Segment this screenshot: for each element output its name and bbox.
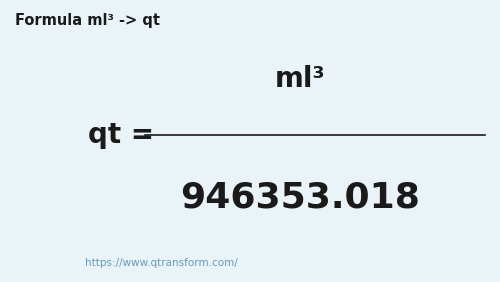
Text: 946353.018: 946353.018	[180, 180, 420, 214]
Text: Formula ml³ -> qt: Formula ml³ -> qt	[15, 13, 160, 28]
Text: qt =: qt =	[88, 121, 154, 149]
Text: ml³: ml³	[274, 65, 326, 93]
Text: https://www.qtransform.com/: https://www.qtransform.com/	[85, 258, 238, 268]
